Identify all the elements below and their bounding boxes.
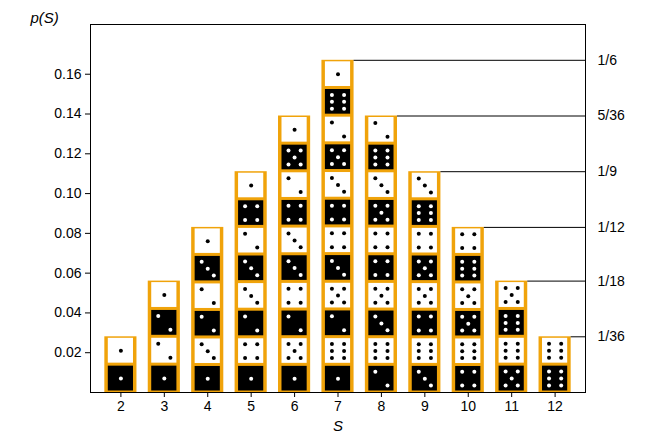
svg-text:0.14: 0.14: [54, 105, 81, 121]
svg-text:5: 5: [247, 398, 255, 414]
svg-text:5/36: 5/36: [598, 107, 625, 123]
svg-text:1/9: 1/9: [598, 163, 618, 179]
svg-text:3: 3: [160, 398, 168, 414]
svg-text:0.06: 0.06: [54, 265, 81, 281]
svg-text:7: 7: [334, 398, 342, 414]
svg-text:6: 6: [291, 398, 299, 414]
svg-text:8: 8: [378, 398, 386, 414]
svg-text:0.08: 0.08: [54, 225, 81, 241]
svg-text:0.10: 0.10: [54, 185, 81, 201]
svg-text:0.04: 0.04: [54, 304, 81, 320]
svg-text:4: 4: [204, 398, 212, 414]
svg-text:0.16: 0.16: [54, 66, 81, 82]
svg-text:9: 9: [421, 398, 429, 414]
svg-text:p(S): p(S): [30, 9, 59, 26]
svg-text:2: 2: [117, 398, 125, 414]
svg-text:0.12: 0.12: [54, 145, 81, 161]
svg-text:S: S: [333, 417, 343, 434]
svg-text:1/6: 1/6: [598, 52, 618, 68]
svg-text:11: 11: [504, 398, 519, 414]
svg-text:1/18: 1/18: [598, 273, 625, 289]
svg-text:1/36: 1/36: [598, 328, 625, 344]
svg-text:1/12: 1/12: [598, 219, 625, 235]
svg-text:10: 10: [460, 398, 476, 414]
svg-text:12: 12: [547, 398, 563, 414]
svg-text:0.02: 0.02: [54, 344, 81, 360]
